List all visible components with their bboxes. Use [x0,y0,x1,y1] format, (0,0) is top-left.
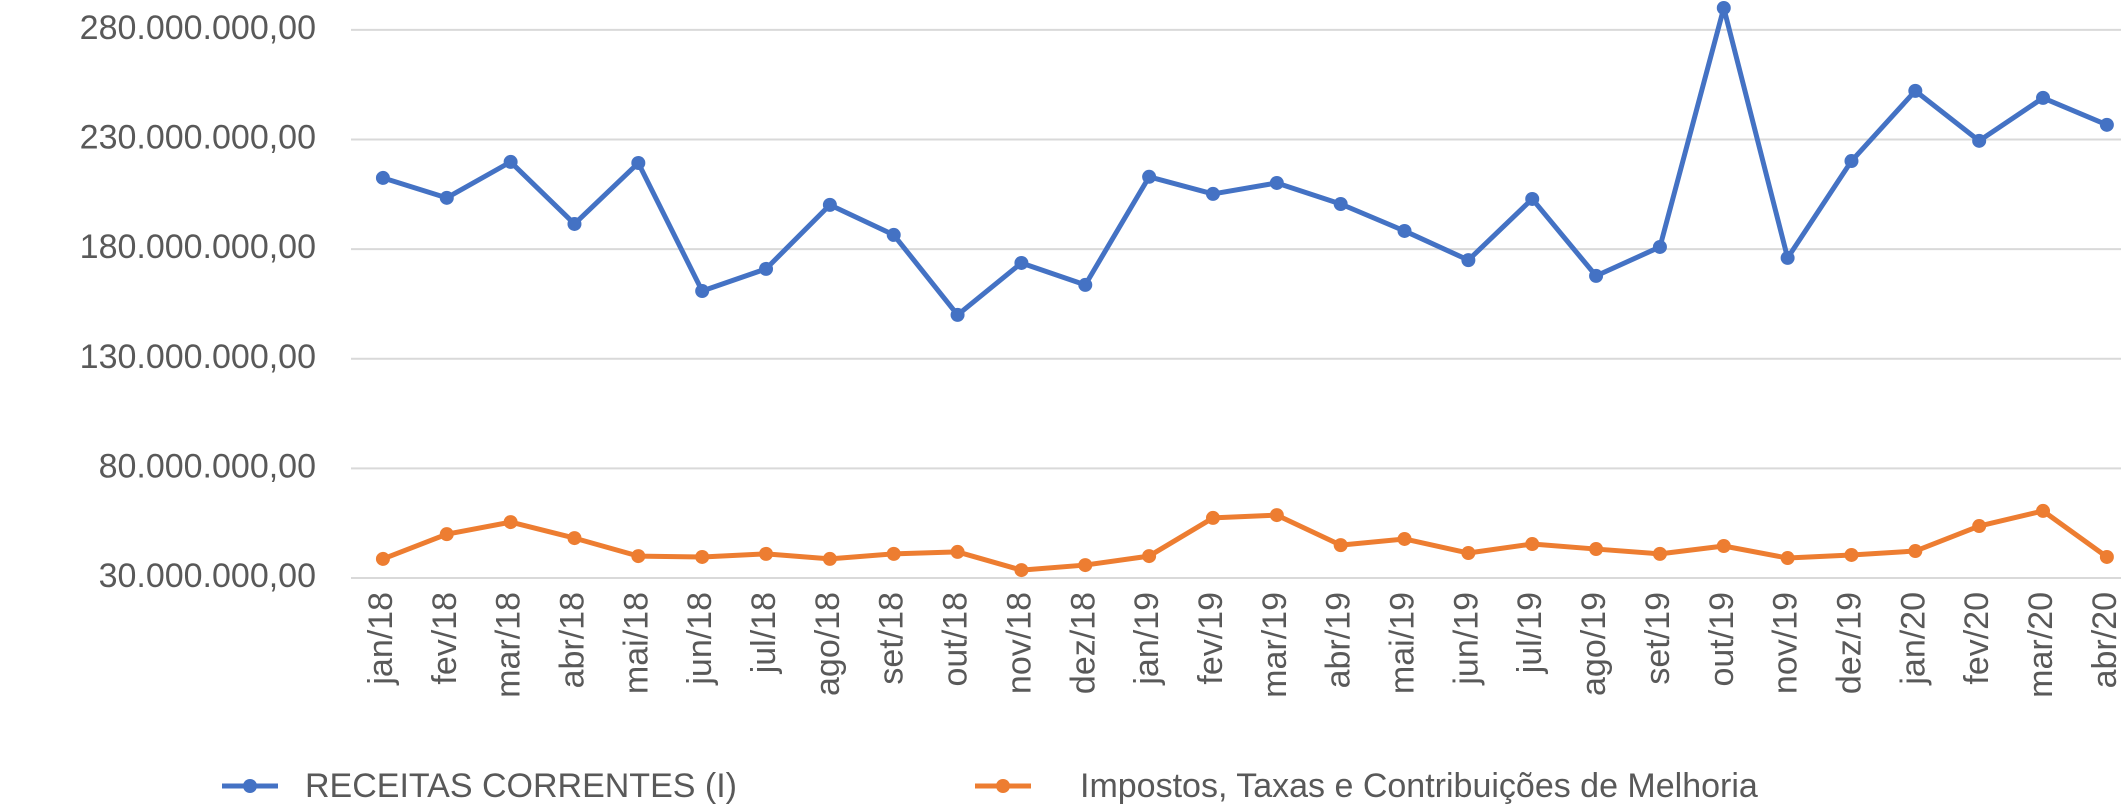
x-tick-label: dez/19 [1830,592,1868,694]
x-tick-label: jan/19 [1128,592,1166,686]
x-tick-label: jan/18 [362,592,400,686]
x-tick-label: fev/20 [1958,592,1996,685]
x-tick-label: out/19 [1703,592,1741,687]
point-marker [439,527,454,542]
point-marker [1014,563,1029,578]
point-marker [1716,538,1731,553]
x-tick-label: jul/19 [1511,592,1549,674]
point-marker [1269,508,1284,523]
point-marker [695,284,710,299]
legend-marker [243,779,257,793]
series-line [382,508,2109,573]
point-marker [2036,90,2051,105]
x-tick-label: mai/19 [1384,592,1422,694]
point-marker [631,155,646,170]
point-marker [822,197,837,212]
x-tick-label: nov/19 [1767,592,1805,694]
x-tick-label: mar/20 [2022,592,2060,698]
point-marker [631,549,646,564]
point-marker [439,190,454,205]
legend-label: RECEITAS CORRENTES (I) [305,767,737,805]
y-tick-label: 230.000.000,00 [80,119,316,157]
x-tick-label: set/18 [873,592,911,685]
x-tick-label: fev/18 [426,592,464,685]
point-marker [1652,546,1667,561]
x-tick-label: jul/18 [745,592,783,674]
point-marker [1844,547,1859,562]
point-marker [1397,223,1412,238]
x-tick-label: jan/20 [1894,592,1932,686]
point-marker [1142,169,1157,184]
point-marker [759,261,774,276]
y-tick-label: 130.000.000,00 [80,338,316,376]
point-marker [2099,549,2114,564]
point-marker [822,551,837,566]
x-tick-label: jun/18 [681,592,719,686]
point-marker [567,216,582,231]
point-marker [1525,191,1540,206]
point-marker [1908,83,1923,98]
point-marker [503,154,518,169]
point-marker [1205,186,1220,201]
x-tick-label: ago/18 [809,592,847,696]
x-tick-label: abr/18 [553,592,591,688]
point-marker [1461,253,1476,268]
point-marker [886,546,901,561]
point-marker [1589,268,1604,283]
point-marker [1780,250,1795,265]
point-marker [1142,549,1157,564]
series-line [382,5,2108,318]
y-tick-label: 180.000.000,00 [80,228,316,266]
x-tick-label: ago/19 [1575,592,1613,696]
point-marker [950,544,965,559]
point-marker [375,551,390,566]
point-marker [1205,510,1220,525]
point-marker [2099,117,2114,132]
point-marker [1014,255,1029,270]
point-marker [759,546,774,561]
point-marker [1333,538,1348,553]
point-marker [950,307,965,322]
x-tick-label: mar/19 [1256,592,1294,698]
point-marker [1972,133,1987,148]
point-marker [2036,503,2051,518]
point-marker [1780,551,1795,566]
point-marker [1908,544,1923,559]
x-tick-label: mar/18 [490,592,528,698]
x-tick-label: set/19 [1639,592,1677,685]
point-marker [1716,1,1731,15]
point-marker [1525,537,1540,552]
point-marker [886,227,901,242]
point-marker [375,170,390,185]
x-tick-label: jun/19 [1447,592,1485,686]
point-marker [567,531,582,546]
legend-label: Impostos, Taxas e Contribuições de Melho… [1080,767,1758,805]
point-marker [1972,519,1987,534]
point-marker [1652,239,1667,254]
point-marker [1333,196,1348,211]
point-marker [1078,558,1093,573]
point-marker [1461,546,1476,561]
point-marker [1269,175,1284,190]
legend-marker [996,779,1010,793]
point-marker [1844,154,1859,169]
y-tick-label: 280.000.000,00 [80,9,316,47]
y-tick-label: 80.000.000,00 [99,447,316,485]
point-marker [695,549,710,564]
x-tick-label: out/18 [937,592,975,687]
y-tick-label: 30.000.000,00 [99,557,316,595]
x-tick-label: dez/18 [1064,592,1102,694]
point-marker [1078,277,1093,292]
x-tick-label: abr/19 [1320,592,1358,688]
x-tick-label: fev/19 [1192,592,1230,685]
point-marker [503,515,518,530]
x-tick-label: nov/18 [1000,592,1038,694]
x-tick-label: mai/18 [617,592,655,694]
x-tick-label: abr/20 [2086,592,2121,688]
point-marker [1589,542,1604,557]
point-marker [1397,531,1412,546]
